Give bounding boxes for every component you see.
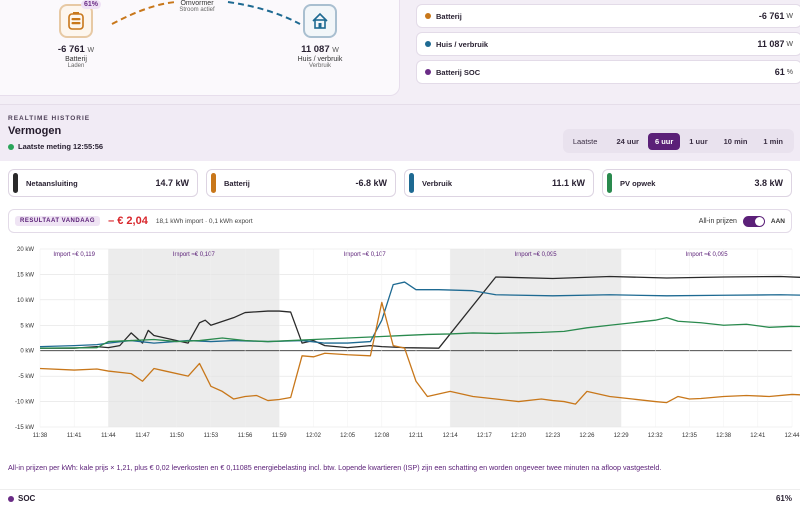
y-tick-label: 0 kW bbox=[20, 349, 34, 355]
stat-house: Huis / verbruik 11 087 W bbox=[416, 32, 800, 56]
inverter-status: Omvormer Stroom actief bbox=[179, 0, 215, 13]
page-title: Vermogen bbox=[8, 125, 62, 137]
power-chart: Import ≈€ 0,119 Import ≈€ 0,107 Import ≈€ … bbox=[15, 247, 800, 439]
range-10min-button[interactable]: 10 min bbox=[723, 136, 748, 146]
range-24h-button[interactable]: 24 uur bbox=[616, 136, 639, 146]
x-tick-label: 11:50 bbox=[169, 433, 184, 439]
result-detail: 18,1 kWh import · 0,1 kWh export bbox=[155, 217, 253, 225]
y-tick-label: 10 kW bbox=[17, 298, 34, 304]
realtime-history-panel: REALTIME HISTORIE Vermogen Laatste metin… bbox=[0, 104, 800, 506]
stat-soc: Batterij SOC 61% bbox=[416, 60, 800, 84]
last-measurement: Laatste meting 12:55:56 bbox=[8, 142, 103, 151]
card-pv[interactable]: PV opwek 3.8 kW bbox=[602, 169, 792, 197]
card-battery[interactable]: Batterij -6.8 kW bbox=[206, 169, 396, 197]
x-tick-label: 12:20 bbox=[511, 433, 527, 439]
x-tick-label: 11:59 bbox=[272, 433, 287, 439]
house-node[interactable]: 11 087 W Huis / verbruik Verbruik bbox=[290, 4, 350, 69]
soc-dot bbox=[8, 495, 14, 502]
battery-dot bbox=[425, 13, 431, 19]
range-selector: Laatste 24 uur 6 uur 1 uur 10 min 1 min bbox=[562, 129, 794, 153]
x-tick-label: 12:14 bbox=[443, 433, 459, 439]
price-footnote: All-in prijzen per kWh: kale prijs × 1,2… bbox=[8, 463, 662, 472]
all-in-prices-toggle[interactable] bbox=[742, 215, 765, 227]
card-usage[interactable]: Verbruik 11.1 kW bbox=[404, 169, 594, 197]
x-tick-label: 12:05 bbox=[340, 433, 356, 439]
live-indicator-dot bbox=[8, 143, 14, 150]
y-tick-label: 15 kW bbox=[17, 272, 34, 278]
y-tick-label: -5 kW bbox=[18, 374, 34, 380]
battery-node[interactable]: 61% -6 761 W Batterij Laden bbox=[52, 0, 101, 69]
battery-icon bbox=[68, 12, 84, 30]
flow-lines bbox=[111, 1, 301, 25]
series-line-netaansluiting bbox=[40, 275, 800, 349]
price-band-label-0: Import ≈€ 0,119 bbox=[53, 252, 95, 258]
price-band-label-3: Import ≈€ 0,095 bbox=[515, 252, 558, 258]
x-tick-label: 12:41 bbox=[750, 433, 766, 439]
range-1min-button[interactable]: 1 min bbox=[763, 136, 783, 146]
soc-row[interactable]: SOC 61% bbox=[0, 489, 800, 506]
y-tick-label: -15 kW bbox=[15, 425, 34, 431]
x-tick-label: 11:47 bbox=[135, 433, 150, 439]
x-tick-label: 11:56 bbox=[238, 433, 253, 439]
history-header: REALTIME HISTORIE Vermogen Laatste metin… bbox=[0, 105, 800, 161]
result-today-bar: RESULTAAT VANDAAG – € 2,04 18,1 kWh impo… bbox=[8, 209, 792, 233]
x-tick-label: 12:35 bbox=[682, 433, 698, 439]
x-tick-label: 12:11 bbox=[409, 433, 424, 439]
y-tick-label: -10 kW bbox=[15, 400, 34, 406]
x-tick-label: 12:26 bbox=[579, 433, 595, 439]
result-badge: RESULTAAT VANDAAG bbox=[15, 216, 101, 226]
house-dot bbox=[425, 41, 431, 47]
live-stats-panel: Batterij -6 761 W Huis / verbruik 11 087 W… bbox=[404, 0, 800, 96]
soc-dot bbox=[425, 69, 431, 75]
x-tick-label: 12:02 bbox=[306, 433, 322, 439]
x-tick-label: 12:38 bbox=[716, 433, 732, 439]
soc-badge: 61% bbox=[80, 0, 101, 9]
x-tick-label: 12:32 bbox=[648, 433, 664, 439]
house-icon bbox=[312, 12, 328, 29]
x-tick-label: 11:44 bbox=[101, 433, 116, 439]
price-band-label-2: Import ≈€ 0,107 bbox=[344, 252, 387, 258]
series-line-verbruik bbox=[39, 281, 800, 348]
price-band-1 bbox=[108, 249, 280, 427]
x-tick-label: 11:53 bbox=[204, 433, 219, 439]
range-1h-button[interactable]: 1 uur bbox=[689, 136, 708, 146]
series-line-pv-opwek bbox=[39, 317, 800, 349]
house-power-value: 11 087 bbox=[301, 44, 330, 55]
x-tick-label: 12:23 bbox=[545, 433, 561, 439]
x-tick-label: 12:17 bbox=[477, 433, 493, 439]
x-tick-label: 12:29 bbox=[614, 433, 630, 439]
battery-power-value: -6 761 bbox=[57, 44, 85, 55]
energy-flow-panel: Omvormer Stroom actief 61% -6 761 W Batt… bbox=[0, 0, 400, 96]
series-line-batterij bbox=[39, 301, 800, 405]
range-6h-button[interactable]: 6 uur bbox=[647, 132, 681, 150]
card-grid[interactable]: Netaansluiting 14.7 kW bbox=[8, 169, 198, 197]
x-tick-label: 11:41 bbox=[67, 433, 82, 439]
stat-battery: Batterij -6 761 W bbox=[416, 4, 800, 28]
y-tick-label: 5 kW bbox=[20, 323, 34, 329]
x-tick-label: 11:38 bbox=[33, 433, 48, 439]
x-tick-label: 12:44 bbox=[784, 433, 800, 439]
series-cards: Netaansluiting 14.7 kW Batterij -6.8 kW … bbox=[8, 169, 792, 197]
x-tick-label: 12:08 bbox=[374, 433, 390, 439]
result-amount: – € 2,04 bbox=[108, 215, 148, 227]
y-tick-label: 20 kW bbox=[17, 247, 34, 253]
price-band-label-1: Import ≈€ 0,107 bbox=[173, 252, 216, 258]
price-band-label-4: Import ≈€ 0,095 bbox=[686, 252, 729, 258]
